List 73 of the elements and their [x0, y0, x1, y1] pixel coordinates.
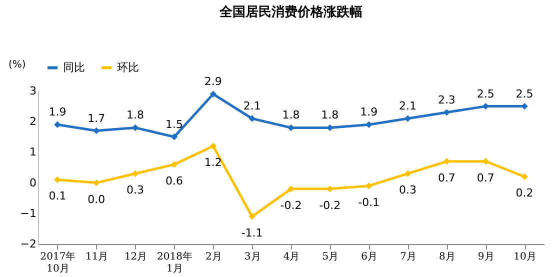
x-tick-label: 5月 [322, 252, 339, 262]
x-tick-label: 10月 [514, 252, 536, 262]
point [132, 124, 139, 132]
point [326, 186, 334, 192]
data-label: 1.9 [48, 106, 66, 119]
data-label: 2.9 [204, 75, 222, 88]
point [365, 182, 372, 190]
x-tick-label: 2017年 10月 [40, 250, 76, 274]
data-label: 2.3 [438, 93, 456, 106]
point [210, 142, 217, 150]
data-label: 1.5 [165, 118, 183, 131]
data-label: 2.5 [516, 87, 534, 100]
data-label: 2.5 [476, 87, 494, 100]
data-label: -0.2 [319, 198, 341, 212]
data-label: 1.8 [282, 108, 300, 122]
data-label: 0.0 [88, 192, 106, 206]
chart-title: 全国居民消费价格涨跌幅 [218, 5, 362, 20]
data-label: 0.3 [399, 184, 417, 197]
point [326, 124, 334, 132]
data-label: 1.8 [321, 108, 339, 122]
x-tick-label: 4月 [283, 252, 300, 262]
y-tick-label: 1 [30, 146, 36, 159]
x-tick-label: 7月 [400, 252, 416, 262]
data-label: 0.3 [126, 184, 144, 197]
point [170, 161, 178, 168]
x-tick-label: 8月 [439, 252, 456, 262]
x-tick-label: 12月 [124, 252, 148, 262]
y-tick-label: −1 [20, 206, 36, 220]
point [365, 121, 372, 128]
x-tick-label: 3月 [244, 252, 261, 262]
point [54, 176, 61, 184]
point [54, 121, 61, 128]
point [288, 124, 294, 132]
point [248, 115, 256, 122]
x-tick-label: 2018年 1月 [157, 250, 192, 274]
point [93, 179, 100, 186]
x-tick-label: 2月 [205, 252, 222, 262]
point [210, 90, 217, 98]
y-tick-label: 3 [30, 84, 36, 98]
point [443, 109, 450, 116]
point [404, 115, 412, 122]
point [521, 173, 528, 180]
point [482, 158, 489, 165]
data-label: 2.1 [399, 100, 417, 113]
x-tick-label: 6月 [361, 252, 378, 262]
point [248, 213, 256, 220]
data-label: 1.2 [204, 156, 222, 170]
data-label: 0.2 [516, 186, 534, 200]
data-label: 1.8 [126, 108, 144, 122]
point [170, 134, 178, 140]
data-label: 0.7 [438, 171, 456, 184]
data-label: 0.6 [165, 174, 183, 188]
point [404, 170, 412, 177]
data-label: -1.1 [241, 226, 263, 240]
data-label: 1.7 [88, 112, 106, 125]
data-label: 2.1 [243, 100, 261, 113]
point [482, 102, 489, 110]
point [132, 170, 139, 177]
data-label: -0.2 [280, 198, 302, 212]
data-label: 1.9 [360, 106, 378, 119]
y-tick-label: −2 [20, 238, 36, 250]
data-label: 0.1 [48, 190, 66, 203]
legend-label: 环比 [117, 60, 139, 74]
point [93, 127, 100, 134]
data-label: -0.1 [358, 196, 380, 209]
x-tick-label: 9月 [478, 252, 494, 262]
point [288, 186, 294, 192]
y-tick-label: 0 [30, 176, 36, 190]
legend-label: 同比 [63, 60, 85, 74]
x-tick-label: 11月 [86, 252, 108, 262]
y-tick-label: 2 [30, 115, 36, 128]
y-axis-title: (%) [8, 60, 26, 70]
data-label: 0.7 [476, 171, 494, 184]
